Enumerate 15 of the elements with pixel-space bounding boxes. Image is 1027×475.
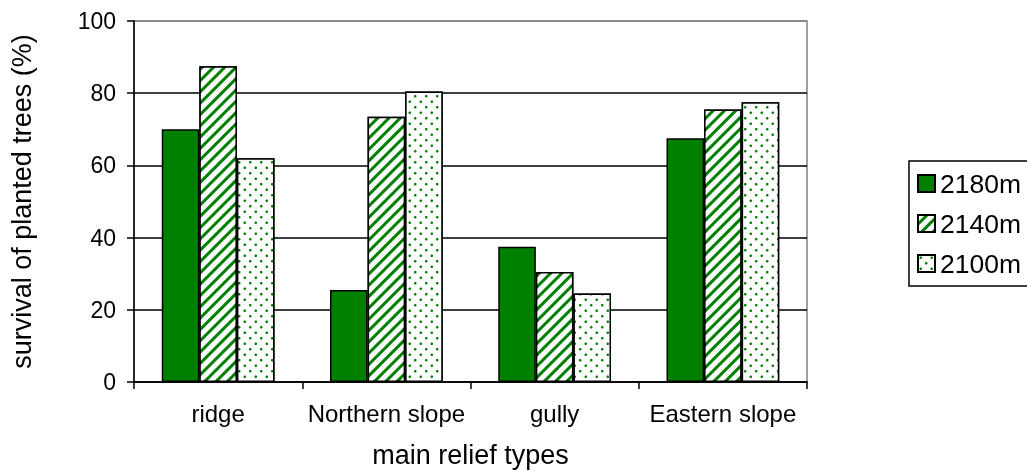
y-tick-label: 80 (90, 80, 116, 107)
y-axis-title: survival of planted trees (%) (6, 34, 37, 369)
legend-label: 2100m (940, 248, 1022, 279)
y-tick-label: 100 (77, 8, 116, 34)
x-tick-label: Eastern slope (649, 399, 797, 427)
legend-label: 2180m (940, 168, 1022, 199)
y-tick-label: 60 (90, 152, 116, 179)
y-tick-label: 20 (90, 296, 116, 323)
x-tick-label: gully (529, 399, 580, 427)
y-tick-label: 0 (103, 369, 116, 395)
x-tick-label: ridge (191, 399, 245, 427)
x-tick-label: Northern slope (307, 399, 466, 427)
legend-label: 2140m (940, 208, 1022, 239)
y-tick-label: 40 (90, 224, 116, 251)
x-axis-title: main relief types (372, 439, 569, 470)
